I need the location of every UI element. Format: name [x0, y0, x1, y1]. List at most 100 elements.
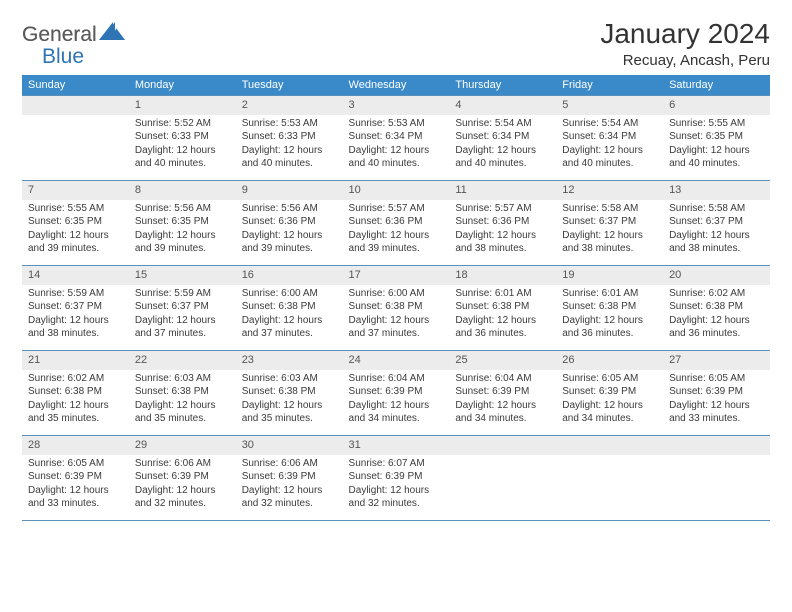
day-body: Sunrise: 6:04 AMSunset: 6:39 PMDaylight:…	[449, 370, 556, 430]
day-body: Sunrise: 6:02 AMSunset: 6:38 PMDaylight:…	[22, 370, 129, 430]
day-number: 15	[129, 266, 236, 285]
sunset-line: Sunset: 6:39 PM	[242, 470, 337, 484]
daylight-line: Daylight: 12 hours and 35 minutes.	[242, 399, 337, 426]
calendar-cell: 16Sunrise: 6:00 AMSunset: 6:38 PMDayligh…	[236, 266, 343, 351]
day-body: Sunrise: 5:52 AMSunset: 6:33 PMDaylight:…	[129, 115, 236, 175]
daylight-line: Daylight: 12 hours and 34 minutes.	[455, 399, 550, 426]
sunrise-line: Sunrise: 5:52 AM	[135, 117, 230, 131]
daylight-line: Daylight: 12 hours and 33 minutes.	[669, 399, 764, 426]
sunset-line: Sunset: 6:38 PM	[669, 300, 764, 314]
daylight-line: Daylight: 12 hours and 32 minutes.	[135, 484, 230, 511]
daylight-line: Daylight: 12 hours and 40 minutes.	[242, 144, 337, 171]
calendar-cell: 12Sunrise: 5:58 AMSunset: 6:37 PMDayligh…	[556, 181, 663, 266]
day-body: Sunrise: 6:00 AMSunset: 6:38 PMDaylight:…	[236, 285, 343, 345]
daylight-line: Daylight: 12 hours and 37 minutes.	[135, 314, 230, 341]
day-number: 8	[129, 181, 236, 200]
calendar-cell: 10Sunrise: 5:57 AMSunset: 6:36 PMDayligh…	[343, 181, 450, 266]
location-text: Recuay, Ancash, Peru	[600, 52, 770, 69]
day-number: 14	[22, 266, 129, 285]
sunset-line: Sunset: 6:37 PM	[562, 215, 657, 229]
day-body: Sunrise: 6:03 AMSunset: 6:38 PMDaylight:…	[129, 370, 236, 430]
day-number: 26	[556, 351, 663, 370]
day-number: 18	[449, 266, 556, 285]
sunset-line: Sunset: 6:38 PM	[349, 300, 444, 314]
sunrise-line: Sunrise: 6:06 AM	[135, 457, 230, 471]
daylight-line: Daylight: 12 hours and 40 minutes.	[455, 144, 550, 171]
calendar-cell: 19Sunrise: 6:01 AMSunset: 6:38 PMDayligh…	[556, 266, 663, 351]
calendar-cell	[22, 96, 129, 181]
calendar-cell	[663, 436, 770, 521]
calendar-cell: 6Sunrise: 5:55 AMSunset: 6:35 PMDaylight…	[663, 96, 770, 181]
weekday-header: Thursday	[449, 75, 556, 96]
calendar-cell: 18Sunrise: 6:01 AMSunset: 6:38 PMDayligh…	[449, 266, 556, 351]
day-body: Sunrise: 5:56 AMSunset: 6:36 PMDaylight:…	[236, 200, 343, 260]
daylight-line: Daylight: 12 hours and 40 minutes.	[349, 144, 444, 171]
sunset-line: Sunset: 6:39 PM	[349, 385, 444, 399]
daylight-line: Daylight: 12 hours and 35 minutes.	[28, 399, 123, 426]
daylight-line: Daylight: 12 hours and 40 minutes.	[135, 144, 230, 171]
sunset-line: Sunset: 6:37 PM	[135, 300, 230, 314]
day-body: Sunrise: 5:57 AMSunset: 6:36 PMDaylight:…	[343, 200, 450, 260]
calendar-cell: 25Sunrise: 6:04 AMSunset: 6:39 PMDayligh…	[449, 351, 556, 436]
day-body: Sunrise: 5:54 AMSunset: 6:34 PMDaylight:…	[556, 115, 663, 175]
daylight-line: Daylight: 12 hours and 37 minutes.	[242, 314, 337, 341]
day-number: 19	[556, 266, 663, 285]
sunset-line: Sunset: 6:36 PM	[242, 215, 337, 229]
sunrise-line: Sunrise: 6:00 AM	[242, 287, 337, 301]
day-number: 11	[449, 181, 556, 200]
calendar-body: 1Sunrise: 5:52 AMSunset: 6:33 PMDaylight…	[22, 96, 770, 521]
calendar-cell: 22Sunrise: 6:03 AMSunset: 6:38 PMDayligh…	[129, 351, 236, 436]
calendar-cell: 29Sunrise: 6:06 AMSunset: 6:39 PMDayligh…	[129, 436, 236, 521]
calendar-cell: 24Sunrise: 6:04 AMSunset: 6:39 PMDayligh…	[343, 351, 450, 436]
daylight-line: Daylight: 12 hours and 33 minutes.	[28, 484, 123, 511]
weekday-header: Wednesday	[343, 75, 450, 96]
sunrise-line: Sunrise: 6:03 AM	[135, 372, 230, 386]
day-number: 1	[129, 96, 236, 115]
calendar-cell	[556, 436, 663, 521]
day-body: Sunrise: 5:54 AMSunset: 6:34 PMDaylight:…	[449, 115, 556, 175]
sunset-line: Sunset: 6:34 PM	[562, 130, 657, 144]
day-body: Sunrise: 6:02 AMSunset: 6:38 PMDaylight:…	[663, 285, 770, 345]
sunset-line: Sunset: 6:38 PM	[455, 300, 550, 314]
day-number: 5	[556, 96, 663, 115]
sunset-line: Sunset: 6:37 PM	[28, 300, 123, 314]
calendar-cell: 5Sunrise: 5:54 AMSunset: 6:34 PMDaylight…	[556, 96, 663, 181]
weekday-header: Saturday	[663, 75, 770, 96]
calendar-table: SundayMondayTuesdayWednesdayThursdayFrid…	[22, 75, 770, 521]
sunrise-line: Sunrise: 6:00 AM	[349, 287, 444, 301]
day-body: Sunrise: 6:05 AMSunset: 6:39 PMDaylight:…	[22, 455, 129, 515]
sunset-line: Sunset: 6:39 PM	[28, 470, 123, 484]
daylight-line: Daylight: 12 hours and 38 minutes.	[28, 314, 123, 341]
sunset-line: Sunset: 6:38 PM	[135, 385, 230, 399]
day-number-empty	[22, 96, 129, 115]
sunrise-line: Sunrise: 6:03 AM	[242, 372, 337, 386]
brand-sail-icon-b	[99, 22, 125, 47]
sunrise-line: Sunrise: 5:55 AM	[28, 202, 123, 216]
weekday-header: Sunday	[22, 75, 129, 96]
day-number: 23	[236, 351, 343, 370]
day-number: 9	[236, 181, 343, 200]
daylight-line: Daylight: 12 hours and 39 minutes.	[242, 229, 337, 256]
day-body: Sunrise: 6:05 AMSunset: 6:39 PMDaylight:…	[556, 370, 663, 430]
sunset-line: Sunset: 6:39 PM	[669, 385, 764, 399]
day-number: 22	[129, 351, 236, 370]
daylight-line: Daylight: 12 hours and 32 minutes.	[349, 484, 444, 511]
calendar-cell: 23Sunrise: 6:03 AMSunset: 6:38 PMDayligh…	[236, 351, 343, 436]
day-number: 4	[449, 96, 556, 115]
sunset-line: Sunset: 6:38 PM	[28, 385, 123, 399]
day-number: 24	[343, 351, 450, 370]
sunset-line: Sunset: 6:35 PM	[669, 130, 764, 144]
day-number-empty	[663, 436, 770, 455]
day-number: 16	[236, 266, 343, 285]
calendar-cell: 8Sunrise: 5:56 AMSunset: 6:35 PMDaylight…	[129, 181, 236, 266]
day-body: Sunrise: 6:06 AMSunset: 6:39 PMDaylight:…	[236, 455, 343, 515]
sunrise-line: Sunrise: 5:53 AM	[242, 117, 337, 131]
day-number: 13	[663, 181, 770, 200]
sunrise-line: Sunrise: 5:54 AM	[455, 117, 550, 131]
sunset-line: Sunset: 6:39 PM	[349, 470, 444, 484]
sunset-line: Sunset: 6:36 PM	[455, 215, 550, 229]
calendar-cell: 31Sunrise: 6:07 AMSunset: 6:39 PMDayligh…	[343, 436, 450, 521]
sunrise-line: Sunrise: 6:05 AM	[28, 457, 123, 471]
sunrise-line: Sunrise: 5:57 AM	[349, 202, 444, 216]
calendar-cell	[449, 436, 556, 521]
